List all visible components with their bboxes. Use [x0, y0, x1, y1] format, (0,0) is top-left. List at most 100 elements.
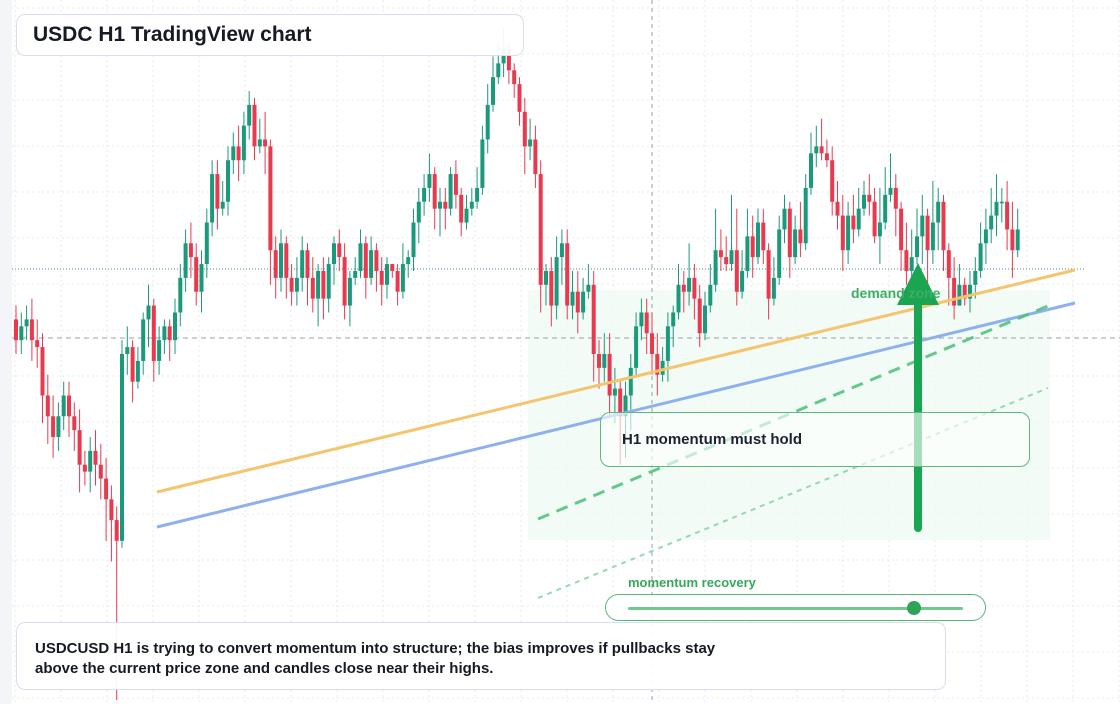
candle-body	[247, 104, 252, 126]
candle	[310, 257, 315, 313]
candle-body	[453, 174, 458, 195]
candle-body	[835, 201, 840, 216]
candle	[575, 270, 580, 334]
candle	[109, 485, 114, 562]
candle	[51, 395, 56, 458]
candle-body	[125, 347, 130, 354]
green-channel-line[interactable]	[537, 387, 1049, 599]
candle-body	[655, 354, 660, 375]
candle-body	[925, 215, 930, 251]
candle	[544, 264, 548, 306]
candle-body	[660, 360, 665, 375]
candle-body	[973, 270, 978, 285]
candle-body	[623, 395, 628, 417]
candle	[703, 291, 707, 341]
candle	[19, 312, 24, 354]
candle-body	[803, 187, 808, 244]
candle	[67, 381, 71, 438]
candle	[88, 437, 93, 493]
candle-body	[994, 201, 999, 216]
candle-body	[141, 319, 146, 361]
candle-body	[597, 354, 601, 368]
green-support-line[interactable]	[537, 304, 1049, 521]
candle-body	[342, 257, 347, 306]
candle-body	[761, 222, 766, 251]
candle	[771, 257, 776, 306]
momentum-recovery-handle[interactable]	[907, 601, 922, 615]
candle-body	[946, 250, 951, 278]
candle	[692, 264, 697, 320]
candle-body	[893, 187, 898, 209]
candle	[332, 236, 336, 285]
candle-body	[618, 388, 623, 417]
candle	[321, 257, 326, 320]
candle	[374, 243, 379, 292]
candle-body	[109, 499, 114, 521]
candle	[639, 298, 644, 341]
candle-body	[840, 215, 845, 251]
candle-body	[45, 395, 50, 417]
candle-body	[851, 215, 856, 230]
candle	[899, 201, 904, 271]
momentum-note-box[interactable]: H1 momentum must hold	[600, 412, 1030, 467]
candle-body	[56, 416, 61, 438]
candle	[316, 264, 321, 327]
candle	[448, 167, 453, 216]
candle-body	[602, 354, 607, 368]
candle-body	[915, 236, 919, 258]
candle-body	[321, 270, 326, 299]
candle	[946, 243, 951, 306]
candle	[915, 208, 919, 265]
candle-body	[771, 277, 776, 299]
candle	[904, 222, 909, 285]
candle-body	[952, 277, 957, 306]
candle-body	[19, 326, 24, 341]
candle-body	[867, 194, 872, 202]
candle-body	[512, 70, 517, 85]
candle	[56, 402, 61, 451]
candle-body	[114, 520, 119, 541]
candle	[538, 160, 543, 313]
candle	[570, 270, 575, 320]
candle-body	[983, 229, 988, 244]
candle-body	[231, 146, 236, 161]
candle	[893, 174, 898, 237]
candle-body	[289, 277, 294, 292]
candle-body	[957, 284, 962, 306]
candle	[549, 257, 554, 327]
candle	[231, 132, 236, 175]
candle	[681, 270, 686, 313]
candle	[194, 243, 199, 306]
candle-body	[157, 340, 162, 361]
candle	[872, 187, 877, 244]
candle	[883, 167, 888, 230]
candle-body	[411, 222, 416, 258]
candle-body	[559, 243, 564, 258]
candle	[533, 125, 538, 188]
candle-body	[14, 319, 18, 341]
candle-body	[671, 312, 676, 327]
candle-body	[1010, 229, 1015, 251]
candle	[226, 146, 230, 216]
candle-body	[93, 450, 98, 465]
candle	[241, 111, 246, 175]
candle	[856, 187, 861, 237]
candle-body	[1005, 201, 1010, 230]
candle	[650, 312, 654, 375]
candle	[729, 194, 734, 271]
candle	[782, 194, 787, 244]
candle	[24, 305, 29, 341]
candle-body	[135, 360, 140, 382]
candle-body	[517, 84, 522, 112]
candle-body	[337, 243, 342, 258]
candle-body	[459, 194, 464, 223]
candle	[528, 118, 533, 161]
momentum-recovery-slider[interactable]	[605, 594, 986, 621]
momentum-note-text: H1 momentum must hold	[622, 431, 803, 448]
candle-body	[846, 215, 851, 251]
candle	[294, 257, 299, 306]
candle	[708, 264, 713, 313]
candle-body	[358, 243, 363, 271]
candle-body	[82, 464, 87, 472]
